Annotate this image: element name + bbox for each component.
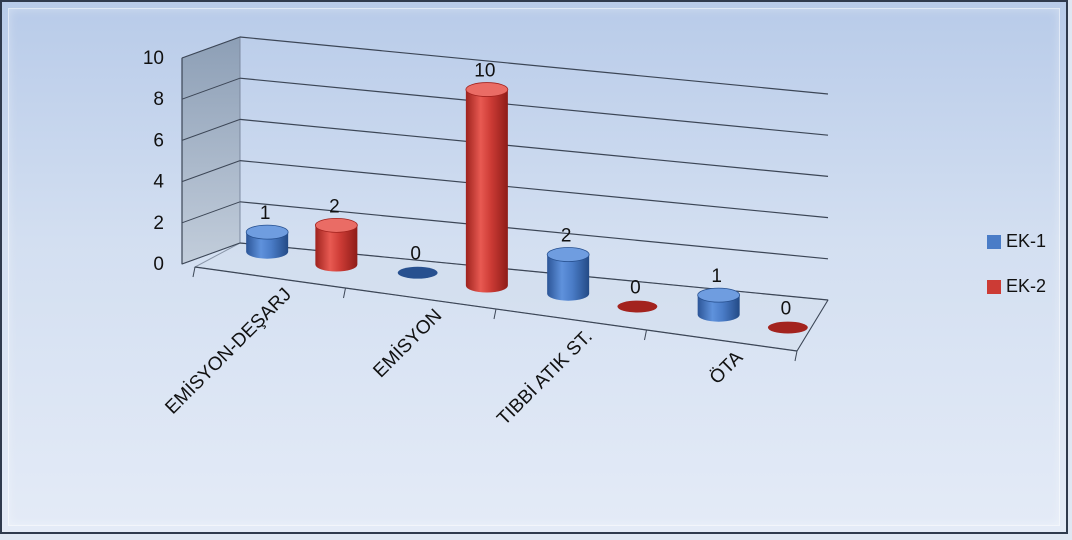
x-tick xyxy=(192,266,196,278)
legend-item-ek-2: EK-2 xyxy=(987,276,1046,296)
legend-label: EK-2 xyxy=(1006,276,1046,296)
bar-ek-1 xyxy=(397,266,438,279)
bar-body xyxy=(697,295,740,322)
bar-top xyxy=(465,82,509,97)
bar-ek-2 xyxy=(465,82,509,293)
category-label: TIBBİ ATIK ST. xyxy=(493,326,596,429)
legend: EK-1 EK-2 xyxy=(987,231,1046,296)
y-tick-label: 0 xyxy=(153,254,164,275)
data-label: 2 xyxy=(329,196,340,217)
category-label: EMİSYON xyxy=(369,305,446,382)
gridline-side xyxy=(181,118,241,141)
gridline xyxy=(239,201,829,260)
y-axis: 0 2 4 6 8 10 xyxy=(143,48,165,275)
gridline-side xyxy=(181,36,241,59)
bar-ek-1 xyxy=(697,287,741,322)
bar-body xyxy=(547,254,590,301)
gridline-side xyxy=(181,160,241,183)
x-axis-edge xyxy=(796,299,829,352)
bar-top xyxy=(245,224,289,240)
data-label: 0 xyxy=(630,278,641,299)
bar-zero-disc xyxy=(617,300,658,313)
data-label: 1 xyxy=(260,203,271,224)
data-label: 1 xyxy=(711,266,722,287)
gridline xyxy=(239,36,829,95)
legend-swatch xyxy=(987,280,1001,294)
data-label: 10 xyxy=(474,61,495,82)
y-tick-label: 10 xyxy=(143,48,164,69)
gridline xyxy=(239,77,829,136)
y-tick-label: 8 xyxy=(153,89,164,110)
data-label: 0 xyxy=(781,299,792,320)
bar-body xyxy=(315,225,358,272)
bar-top xyxy=(314,217,358,233)
bar-body xyxy=(246,232,289,259)
bar-ek-2 xyxy=(314,217,358,272)
bars xyxy=(245,82,808,334)
bar-top xyxy=(546,247,590,262)
legend-label: EK-1 xyxy=(1006,231,1046,251)
bar-zero-disc xyxy=(397,266,438,279)
data-label: 0 xyxy=(410,244,421,265)
y-tick-label: 6 xyxy=(153,130,164,151)
legend-item-ek-1: EK-1 xyxy=(987,231,1046,251)
x-tick xyxy=(493,308,497,320)
y-tick-label: 2 xyxy=(153,213,164,234)
x-tick xyxy=(794,350,798,362)
bar-body xyxy=(465,89,508,293)
gridline xyxy=(239,160,829,219)
bar-ek-1 xyxy=(245,224,289,259)
x-tick xyxy=(644,329,647,341)
gridline-side xyxy=(181,242,241,265)
bar-zero-disc xyxy=(767,321,808,334)
legend-swatch xyxy=(987,235,1001,249)
gridline-side xyxy=(181,201,241,224)
side-wall xyxy=(181,36,241,265)
x-tick xyxy=(343,287,346,299)
bar-ek-2 xyxy=(617,300,658,313)
category-label: ÖTA xyxy=(706,347,748,389)
category-label: EMİSYON-DEŞARJ xyxy=(161,284,295,418)
gridline-side xyxy=(181,77,241,100)
gridline xyxy=(239,118,829,177)
y-tick-label: 4 xyxy=(153,172,164,193)
bar-top xyxy=(697,287,741,303)
bar-ek-2 xyxy=(767,321,808,334)
bar-ek-1 xyxy=(546,247,590,301)
data-label: 2 xyxy=(561,226,572,247)
